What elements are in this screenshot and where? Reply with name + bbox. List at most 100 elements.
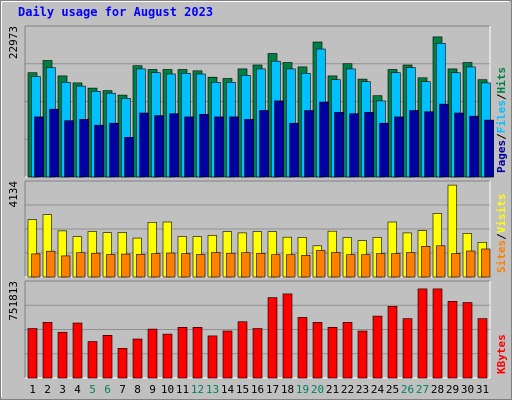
bar-sites-day-5 (91, 252, 101, 278)
x-label-day-18: 18 (281, 383, 294, 396)
bar-kbytes-day-22 (342, 321, 353, 379)
bar-pages-day-1 (34, 116, 44, 178)
x-label-day-20: 20 (311, 383, 324, 396)
bar-kbytes-day-17 (267, 297, 278, 379)
x-label-day-10: 10 (161, 383, 174, 396)
bar-kbytes-day-2 (42, 321, 53, 379)
bar-pages-day-24 (379, 122, 389, 178)
bar-sites-day-10 (166, 252, 176, 278)
x-label-day-1: 1 (29, 383, 36, 396)
x-label-day-6: 6 (104, 383, 111, 396)
y-max-label-top: 22973 (7, 26, 20, 59)
bar-sites-day-28 (436, 245, 446, 278)
bar-pages-day-10 (169, 113, 179, 178)
bar-pages-day-18 (289, 122, 299, 178)
x-label-day-2: 2 (44, 383, 51, 396)
bar-kbytes-day-19 (297, 317, 308, 379)
bar-kbytes-day-12 (192, 326, 203, 379)
bar-pages-day-9 (154, 115, 164, 178)
bar-sites-day-25 (391, 253, 401, 278)
x-label-day-11: 11 (176, 383, 189, 396)
bar-sites-day-13 (211, 252, 221, 278)
x-label-day-27: 27 (416, 383, 429, 396)
bar-sites-day-14 (226, 252, 236, 278)
bar-pages-day-22 (349, 113, 359, 178)
bar-kbytes-day-1 (27, 328, 38, 379)
bar-kbytes-day-30 (462, 302, 473, 379)
legend-top: Pages/Files/Hits (495, 67, 508, 173)
bar-pages-day-2 (49, 108, 59, 178)
x-label-day-30: 30 (461, 383, 474, 396)
x-label-day-23: 23 (356, 383, 369, 396)
bar-pages-day-12 (199, 114, 209, 178)
bar-kbytes-day-31 (477, 318, 488, 379)
bar-sites-day-16 (256, 253, 266, 278)
bar-sites-day-22 (346, 254, 356, 278)
bar-sites-day-6 (106, 254, 116, 278)
bar-pages-day-27 (424, 111, 434, 178)
bar-pages-day-5 (94, 124, 104, 178)
bar-kbytes-day-11 (177, 326, 188, 379)
bar-pages-day-30 (469, 115, 479, 178)
bar-pages-day-29 (454, 112, 464, 178)
bar-kbytes-day-10 (162, 333, 173, 379)
bar-kbytes-day-21 (327, 326, 338, 379)
y-max-label-bottom: 751813 (7, 281, 20, 321)
legend-files: Files (495, 100, 508, 133)
bar-sites-day-8 (136, 254, 146, 278)
bar-pages-day-4 (79, 119, 89, 178)
x-label-day-26: 26 (401, 383, 414, 396)
bar-sites-day-18 (286, 254, 296, 278)
bar-kbytes-day-6 (102, 334, 113, 379)
bar-kbytes-day-18 (282, 293, 293, 379)
bar-sites-day-1 (31, 253, 41, 278)
bar-pages-day-13 (214, 116, 224, 178)
bar-sites-day-20 (316, 250, 326, 278)
bar-kbytes-day-15 (237, 321, 248, 379)
bar-kbytes-day-7 (117, 347, 128, 379)
legend-kbytes: KBytes (495, 334, 508, 374)
bar-pages-day-21 (334, 112, 344, 178)
bar-kbytes-day-16 (252, 328, 263, 379)
bar-pages-day-15 (244, 119, 254, 178)
bar-sites-day-30 (466, 250, 476, 278)
x-label-day-12: 12 (191, 383, 204, 396)
x-label-day-9: 9 (149, 383, 156, 396)
bar-pages-day-16 (259, 110, 269, 178)
bar-sites-day-26 (406, 252, 416, 278)
x-label-day-22: 22 (341, 383, 354, 396)
legend-hits: Hits (495, 67, 508, 94)
bar-sites-day-17 (271, 254, 281, 278)
bar-kbytes-day-3 (57, 331, 68, 379)
x-label-day-31: 31 (476, 383, 489, 396)
bar-sites-day-23 (361, 254, 371, 278)
x-label-day-24: 24 (371, 383, 385, 396)
x-label-day-14: 14 (221, 383, 235, 396)
x-label-day-7: 7 (119, 383, 126, 396)
legend-separator: / (495, 233, 508, 240)
bar-pages-day-25 (394, 116, 404, 178)
bar-pages-day-28 (439, 103, 449, 178)
x-label-day-19: 19 (296, 383, 309, 396)
x-label-day-21: 21 (326, 383, 339, 396)
bar-kbytes-day-4 (72, 322, 83, 379)
bar-pages-day-26 (409, 110, 419, 178)
bar-sites-day-15 (241, 252, 251, 278)
bar-kbytes-day-23 (357, 330, 368, 379)
bar-sites-day-12 (196, 254, 206, 278)
bar-pages-day-7 (124, 137, 134, 178)
bar-pages-day-19 (304, 110, 314, 178)
bar-pages-day-20 (319, 101, 329, 178)
bar-pages-day-3 (64, 120, 74, 178)
bar-sites-day-19 (301, 255, 311, 278)
bar-kbytes-day-14 (222, 330, 233, 379)
bar-sites-day-24 (376, 253, 386, 278)
bar-sites-day-27 (421, 246, 431, 278)
bar-sites-day-29 (451, 253, 461, 278)
bar-pages-day-23 (364, 112, 374, 178)
x-label-day-3: 3 (59, 383, 66, 396)
bar-sites-day-4 (76, 252, 86, 278)
legend-separator: / (495, 93, 508, 100)
